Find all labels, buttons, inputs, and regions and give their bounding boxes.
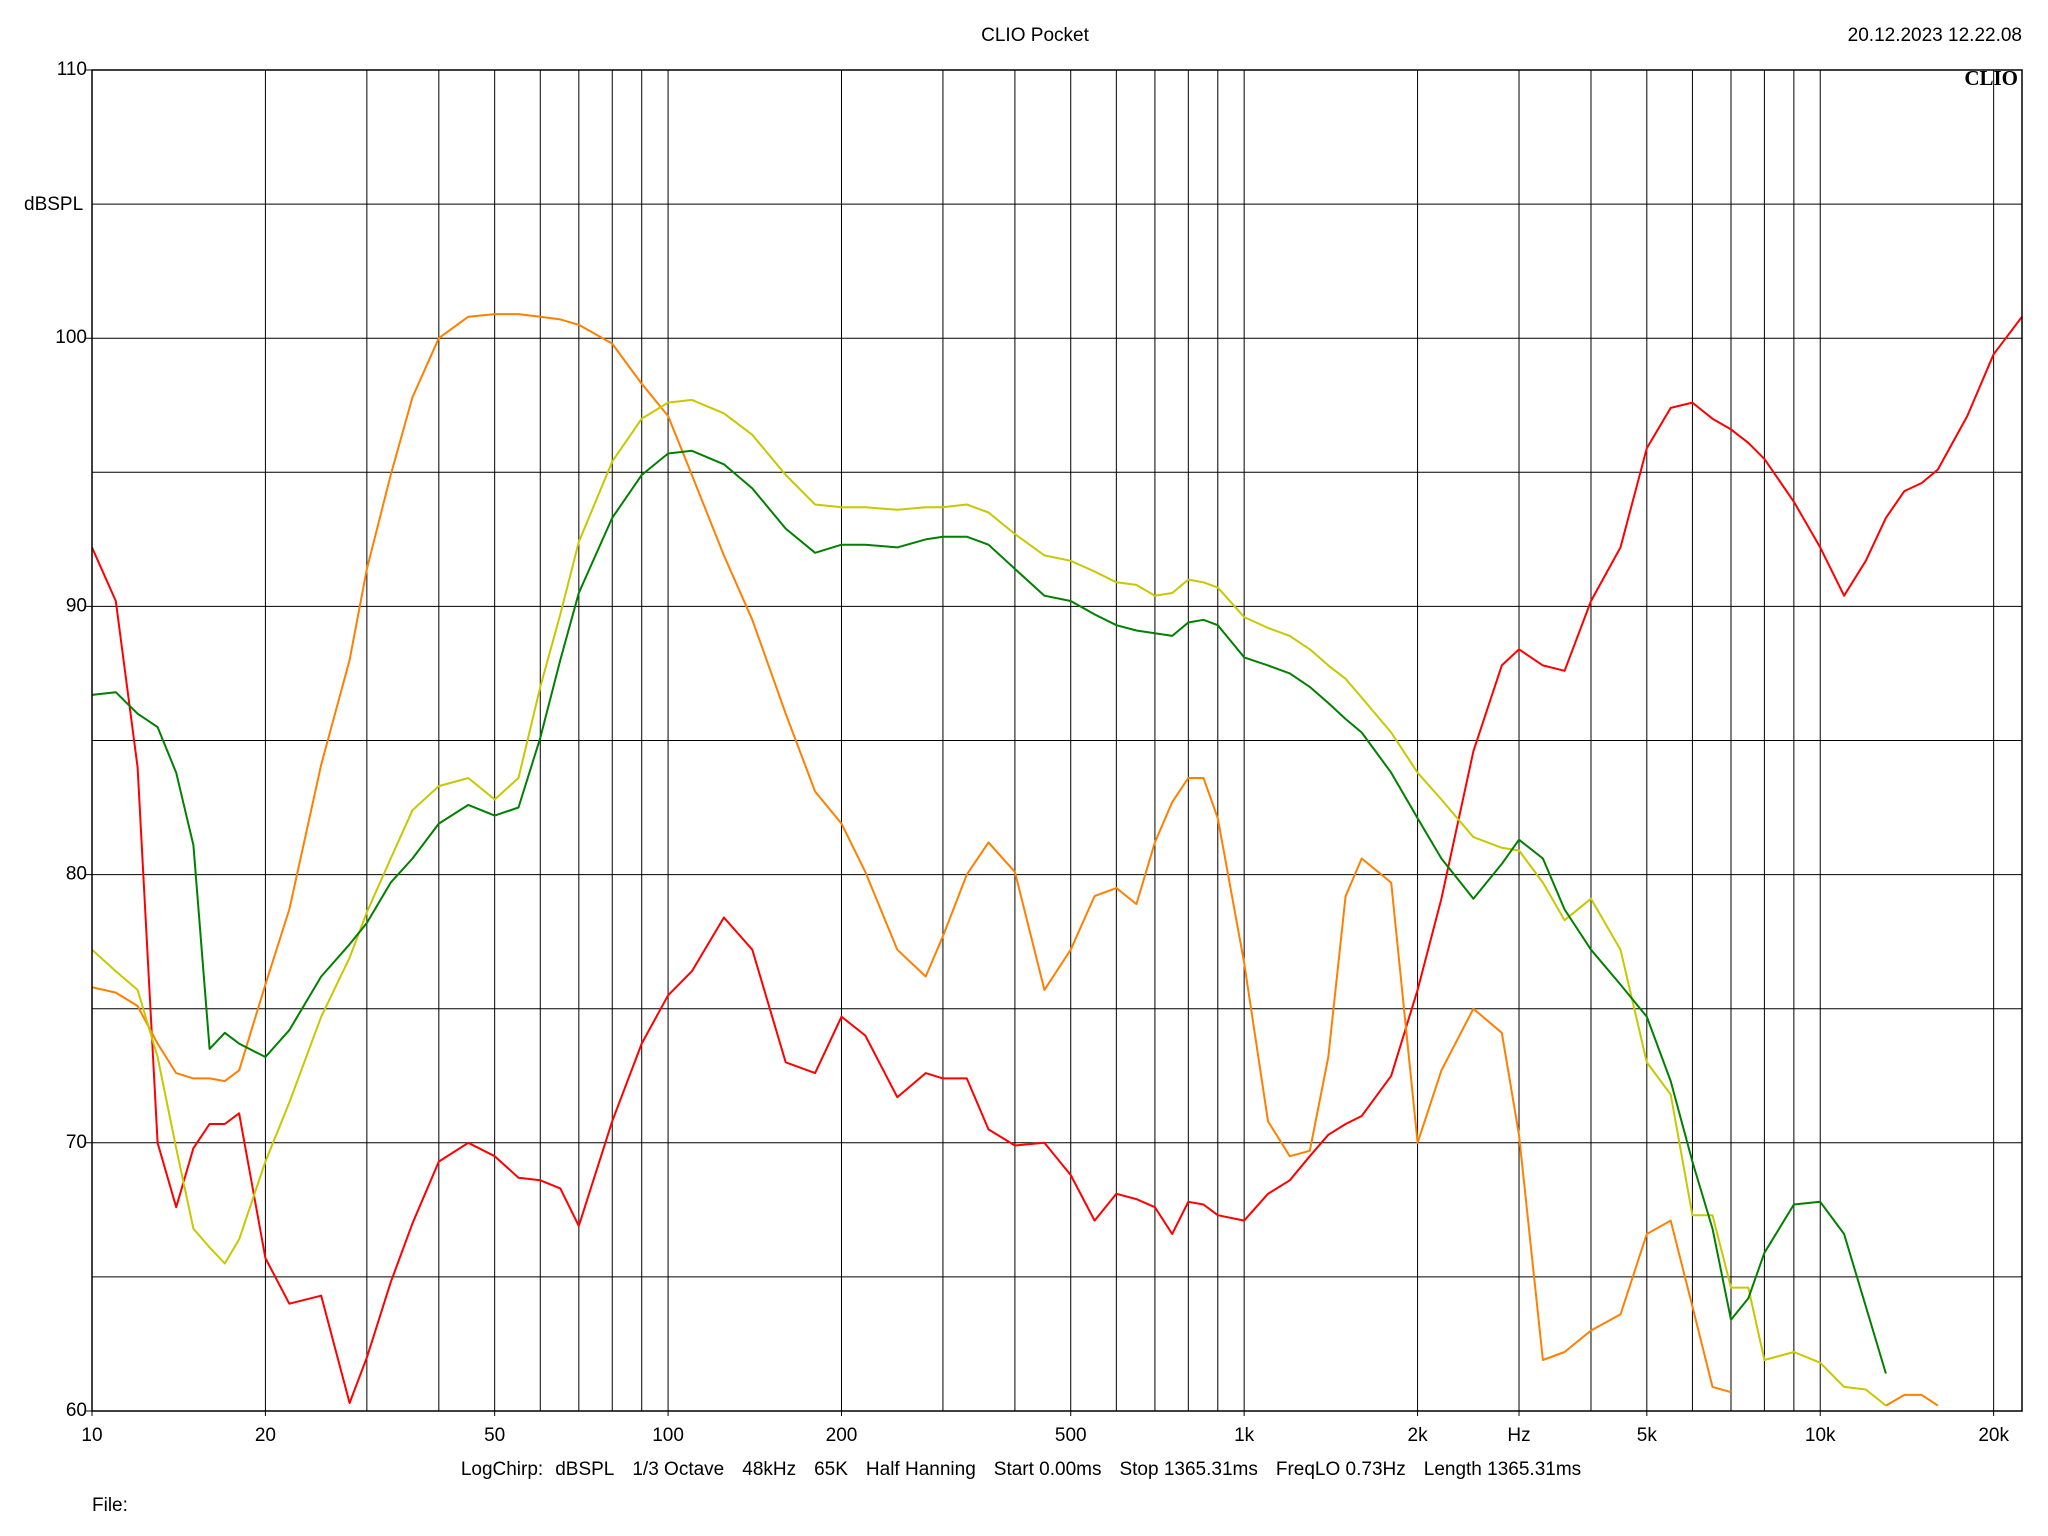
footer-item: 1/3 Octave bbox=[632, 1459, 724, 1480]
x-tick-label: 200 bbox=[826, 1425, 858, 1446]
y-tick-label: 110 bbox=[57, 59, 87, 80]
y-tick-label: 60 bbox=[66, 1400, 87, 1421]
response-curve bbox=[92, 316, 2022, 1404]
x-tick-label: 5k bbox=[1637, 1425, 1658, 1446]
x-tick-label: Hz bbox=[1507, 1425, 1530, 1446]
file-label: File: bbox=[92, 1495, 128, 1516]
y-tick-label: 100 bbox=[55, 327, 87, 348]
footer-item: dBSPL bbox=[555, 1459, 614, 1480]
footer-item: 65K bbox=[814, 1459, 848, 1480]
footer-item: 48kHz bbox=[742, 1459, 796, 1480]
y-axis-label: dBSPL bbox=[24, 194, 83, 215]
footer-item: Length 1365.31ms bbox=[1424, 1459, 1581, 1480]
footer-item: LogChirp: bbox=[461, 1459, 543, 1480]
x-tick-label: 100 bbox=[652, 1425, 684, 1446]
curves bbox=[92, 313, 2022, 1407]
x-tick-label: 1k bbox=[1234, 1425, 1255, 1446]
plot-frame bbox=[91, 69, 2023, 1412]
footer-item: Stop 1365.31ms bbox=[1119, 1459, 1257, 1480]
x-tick-label: 50 bbox=[484, 1425, 505, 1446]
response-curve bbox=[92, 449, 1887, 1374]
y-tick-label: 80 bbox=[66, 864, 87, 885]
x-tick-label: 500 bbox=[1055, 1425, 1087, 1446]
x-tick-label: 10 bbox=[81, 1425, 102, 1446]
y-tick-label: 90 bbox=[66, 595, 87, 616]
footer: LogChirp: dBSPL 1/3 Octave 48kHz 65K Half Han… bbox=[461, 1459, 1581, 1480]
footer-item: Start 0.00ms bbox=[994, 1459, 1102, 1480]
logo: CLIO bbox=[1964, 66, 2018, 90]
y-tick-label: 70 bbox=[66, 1132, 87, 1153]
x-tick-label: 2k bbox=[1408, 1425, 1429, 1446]
response-curve bbox=[92, 313, 1939, 1407]
x-tick-label: 20 bbox=[255, 1425, 276, 1446]
timestamp: 20.12.2023 12.22.08 bbox=[1848, 25, 2022, 46]
footer-item: Half Hanning bbox=[866, 1459, 976, 1480]
x-tick-label: 10k bbox=[1805, 1425, 1836, 1446]
chart-title: CLIO Pocket bbox=[981, 25, 1089, 46]
response-curve bbox=[92, 398, 1887, 1407]
x-tick-label: 20k bbox=[1978, 1425, 2009, 1446]
footer-item: FreqLO 0.73Hz bbox=[1276, 1459, 1406, 1480]
